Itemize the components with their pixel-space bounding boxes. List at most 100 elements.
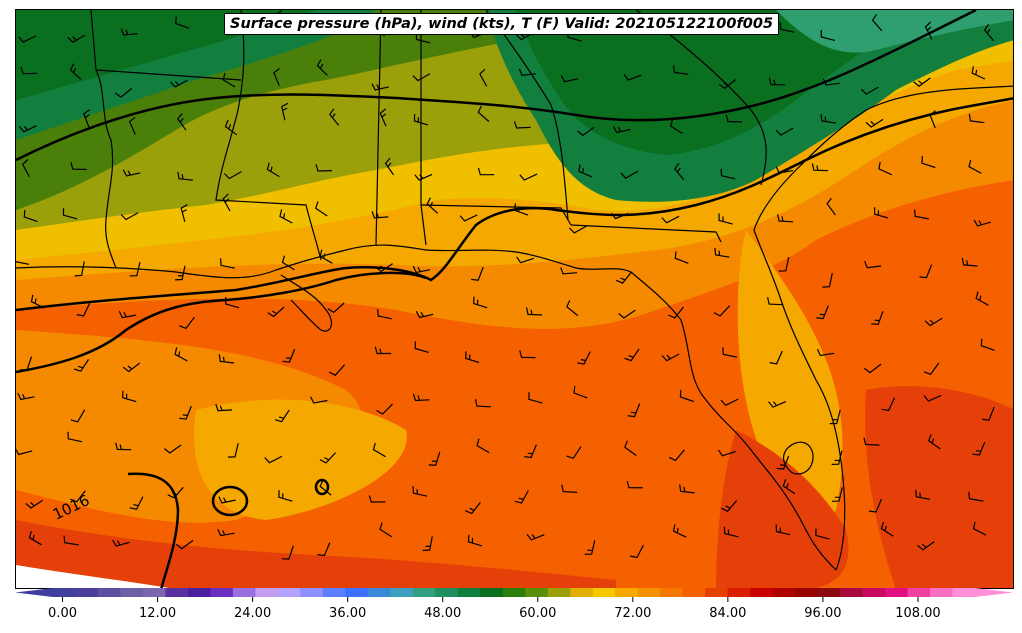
colorbar-swatch (525, 588, 549, 597)
wind-barb (620, 170, 639, 179)
wind-barb (23, 209, 38, 223)
wind-barb (129, 261, 141, 277)
wind-barb (412, 393, 430, 402)
colorbar-swatch (187, 588, 211, 597)
colorbar-swatch (255, 588, 279, 597)
wind-barb (720, 168, 736, 180)
colorbar-swatch (210, 588, 234, 597)
wind-barb (177, 171, 194, 181)
wind-barb (167, 486, 184, 499)
wind-barb (528, 392, 543, 404)
colorbar-swatch (907, 588, 931, 597)
wind-barb (274, 409, 290, 423)
colorbar (15, 588, 1013, 602)
colorbar-swatch (570, 588, 594, 597)
wind-barb (471, 266, 484, 281)
wind-barb (376, 403, 393, 415)
wind-barb (668, 449, 685, 462)
wind-barb (222, 72, 236, 88)
colorbar-swatch (862, 588, 886, 597)
colorbar-swatch (705, 588, 729, 597)
wind-barb (674, 162, 685, 181)
wind-barb (971, 66, 986, 80)
colorbar-swatch (885, 588, 909, 597)
wind-barb (217, 529, 235, 537)
wind-barb (816, 348, 835, 357)
wind-barb (775, 166, 794, 174)
wind-barb (921, 156, 936, 169)
wind-barb (880, 521, 894, 537)
wind-barb (775, 127, 794, 136)
wind-barb (972, 521, 987, 536)
colorbar-swatch (952, 588, 976, 597)
wind-barb (869, 498, 882, 513)
wind-barb (972, 441, 986, 456)
wind-barb (623, 73, 642, 81)
wind-barb (129, 496, 144, 510)
wind-barb (479, 68, 488, 87)
wind-barb (822, 78, 840, 86)
wind-barb (379, 108, 387, 127)
wind-barb (63, 535, 79, 546)
wind-barb (224, 119, 238, 136)
wind-barb (215, 403, 233, 412)
wind-barb (278, 490, 293, 502)
wind-barb (412, 73, 431, 82)
wind-barb (83, 109, 90, 128)
lake-okeechobee (782, 441, 814, 475)
colorbar-swatch (322, 588, 346, 597)
wind-barb (120, 28, 138, 36)
wind-barb (426, 197, 439, 214)
colorbar-swatch (412, 588, 436, 597)
wind-barb (368, 495, 386, 503)
wind-barb (315, 164, 333, 172)
colorbar-swatch (165, 588, 189, 597)
wind-barb (768, 401, 787, 408)
wind-barb (874, 207, 889, 219)
wind-barb (477, 105, 490, 122)
wind-barb (279, 209, 293, 224)
colorbar-tick-label: 96.00 (804, 606, 842, 621)
wind-barb (578, 164, 593, 178)
wind-barb (968, 113, 985, 124)
wind-barb (864, 363, 882, 374)
colorbar-tick-label: 0.00 (48, 606, 77, 621)
wind-barb (513, 121, 531, 129)
wind-barb (923, 362, 940, 376)
isobar-low-2 (314, 478, 330, 496)
wind-barb (713, 305, 731, 317)
wind-barb (514, 203, 529, 216)
colorbar-swatch (75, 588, 99, 597)
wind-barb (661, 353, 680, 362)
wind-barb (175, 16, 190, 29)
wind-barb (227, 443, 239, 458)
wind-barb (919, 264, 933, 279)
colorbar-extend-high (975, 588, 1013, 597)
colorbar-swatch (97, 588, 121, 597)
wind-barb (584, 540, 596, 555)
wind-barb (672, 524, 687, 538)
wind-barb (179, 316, 195, 330)
wind-barb (120, 212, 139, 221)
wind-barb (17, 392, 35, 401)
wind-barb (560, 267, 578, 275)
wind-barb (923, 394, 942, 402)
wind-barb (568, 225, 587, 234)
wind-barb (222, 193, 231, 212)
wind-barb (70, 490, 86, 503)
colorbar-swatch (795, 588, 819, 597)
wind-barb (776, 455, 790, 470)
wind-barb (273, 68, 280, 86)
wind-barb (612, 125, 631, 134)
wind-barb (820, 114, 836, 124)
state-line-1 (90, 10, 117, 269)
wind-barb (465, 351, 480, 364)
wind-barb (379, 522, 393, 538)
wind-barb (69, 63, 82, 80)
wind-barb (561, 484, 578, 493)
wind-barb (30, 294, 45, 309)
wind-barb (718, 79, 736, 90)
wind-barb (975, 291, 989, 306)
isobar-mid (16, 97, 1013, 312)
wind-barb (114, 87, 133, 98)
